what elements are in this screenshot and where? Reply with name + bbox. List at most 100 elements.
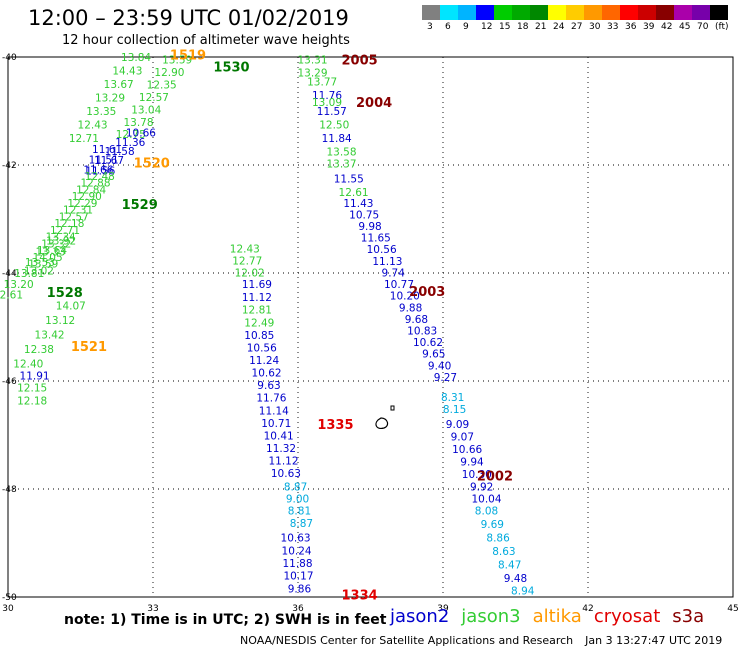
map-grid	[7, 56, 734, 598]
page-title: 12:00 – 23:59 UTC 01/02/2019	[28, 6, 349, 30]
lon-tick-label: 45	[727, 604, 738, 614]
wave-height-value: 11.65	[361, 233, 391, 245]
color-swatch	[674, 5, 692, 20]
color-swatch	[548, 5, 566, 20]
wave-height-value: 11.91	[20, 371, 50, 383]
wave-height-value: 12.75	[116, 129, 146, 141]
lat-tick-label: -46	[2, 377, 17, 387]
wave-height-value: 12.15	[17, 382, 47, 394]
wave-height-value: 13.35	[86, 106, 116, 118]
wave-height-value: 8.94	[511, 586, 535, 598]
color-scale-label: 9	[463, 22, 469, 32]
wave-height-value: 8.81	[288, 506, 311, 518]
lat-tick-label: -40	[2, 53, 17, 63]
wave-height-value: 13.42	[35, 330, 65, 342]
wave-height-value: 8.08	[475, 506, 498, 518]
color-swatch	[422, 5, 440, 20]
wave-height-value: 12.71	[69, 133, 99, 145]
wave-height-value: 11.43	[343, 198, 373, 210]
wave-height-value: 11.66	[83, 164, 113, 176]
wave-height-value: 9.88	[399, 302, 422, 314]
wave-height-value: 13.77	[307, 76, 337, 88]
color-swatch	[440, 5, 458, 20]
wave-height-value: 12.43	[78, 120, 108, 132]
wave-height-value: 12.31	[63, 205, 93, 217]
wave-height-value: 9.27	[434, 372, 457, 384]
wave-height-value: 11.14	[259, 405, 289, 417]
wave-height-value: 12.50	[319, 120, 349, 132]
wave-height-value: 12.18	[54, 218, 84, 230]
wave-height-value: 13.37	[326, 158, 356, 170]
color-swatch	[458, 5, 476, 20]
lon-tick-label: 36	[292, 604, 304, 614]
wave-height-value: 11.32	[266, 443, 296, 455]
wave-height-value: 13.02	[24, 265, 54, 277]
wave-height-value: 12.48	[85, 171, 115, 183]
wave-height-value: 9.68	[405, 314, 428, 326]
map-axes: 30 33 36 39 42 45 -40 -42 -44 -46 -48 -50	[2, 53, 739, 614]
wave-height-value: 11.24	[249, 355, 279, 367]
wave-height-values: 13.8414.4313.6713.2913.3512.4312.7113.59…	[0, 52, 535, 598]
wave-height-value: 13.84	[121, 52, 151, 64]
wave-height-value: 9.65	[422, 349, 445, 361]
wave-height-value: 12.29	[67, 198, 97, 210]
wave-height-value: 11.76	[312, 90, 342, 102]
wave-height-value: 13.29	[297, 68, 327, 80]
wave-height-value: 10.75	[349, 209, 379, 221]
wave-height-value: 13.81	[14, 268, 44, 280]
color-swatch	[476, 5, 494, 20]
color-scale-label: 6	[445, 22, 451, 32]
color-swatch	[692, 5, 710, 20]
color-scale-label: 36	[625, 22, 637, 32]
color-scale-label: 39	[643, 22, 655, 32]
color-swatch	[638, 5, 656, 20]
wave-height-value: 9.74	[382, 267, 406, 279]
wave-height-value: 8.86	[486, 533, 510, 545]
color-scale-label: 18	[517, 22, 529, 32]
color-scale-label: 42	[661, 22, 673, 32]
wave-height-value: 11.12	[268, 455, 298, 467]
wave-height-value: 12.71	[50, 225, 80, 237]
wave-height-value: 13.31	[297, 55, 327, 67]
wave-height-value: 10.41	[264, 430, 294, 442]
color-swatch	[656, 5, 674, 20]
wave-height-value: 9.00	[286, 493, 309, 505]
wave-height-value: 12.61	[339, 187, 369, 199]
pass-time-label: 2003	[409, 285, 445, 300]
wave-height-value: 12.02	[235, 267, 265, 279]
island-outline	[375, 405, 395, 429]
lon-tick-label: 42	[582, 604, 593, 614]
timestamp-text: Jan 3 13:27:47 UTC 2019	[585, 634, 723, 647]
wave-height-value: 14.43	[112, 66, 142, 78]
color-scale-bar	[422, 5, 728, 20]
wave-height-value: 12.90	[154, 67, 184, 79]
wave-height-value: 10.56	[247, 343, 277, 355]
wave-height-value: 12.88	[80, 178, 110, 190]
page-subtitle: 12 hour collection of altimeter wave hei…	[62, 33, 350, 48]
wave-height-value: 10.85	[244, 330, 274, 342]
color-swatch	[512, 5, 530, 20]
wave-height-value: 9.40	[428, 360, 451, 372]
lat-tick-label: -44	[2, 269, 17, 279]
wave-height-value: 14.05	[33, 252, 63, 264]
wave-height-value: 9.69	[481, 519, 504, 531]
footer: NOAA/NESDIS Center for Satellite Applica…	[240, 634, 734, 647]
wave-height-value: 9.48	[504, 573, 527, 585]
wave-height-value: 13.32	[41, 238, 71, 250]
wave-height-value: 13.09	[312, 97, 342, 109]
color-swatch	[710, 5, 728, 20]
legend-cryosat: cryosat	[593, 606, 661, 627]
wave-height-value: 8.15	[443, 404, 466, 416]
lat-tick-label: -48	[2, 485, 17, 495]
pass-time-label: 2004	[356, 96, 392, 111]
wave-height-value: 9.09	[446, 419, 469, 431]
wave-height-value: 11.61	[92, 144, 122, 156]
color-swatch	[494, 5, 512, 20]
color-scale-label: 3	[427, 22, 433, 32]
wave-height-value: 12.38	[24, 344, 54, 356]
color-swatch	[602, 5, 620, 20]
wave-height-value: 10.62	[252, 368, 282, 380]
wave-height-value: 12.77	[232, 256, 262, 268]
wave-height-value: 12.49	[244, 318, 274, 330]
wave-height-value: 10.30	[462, 469, 492, 481]
